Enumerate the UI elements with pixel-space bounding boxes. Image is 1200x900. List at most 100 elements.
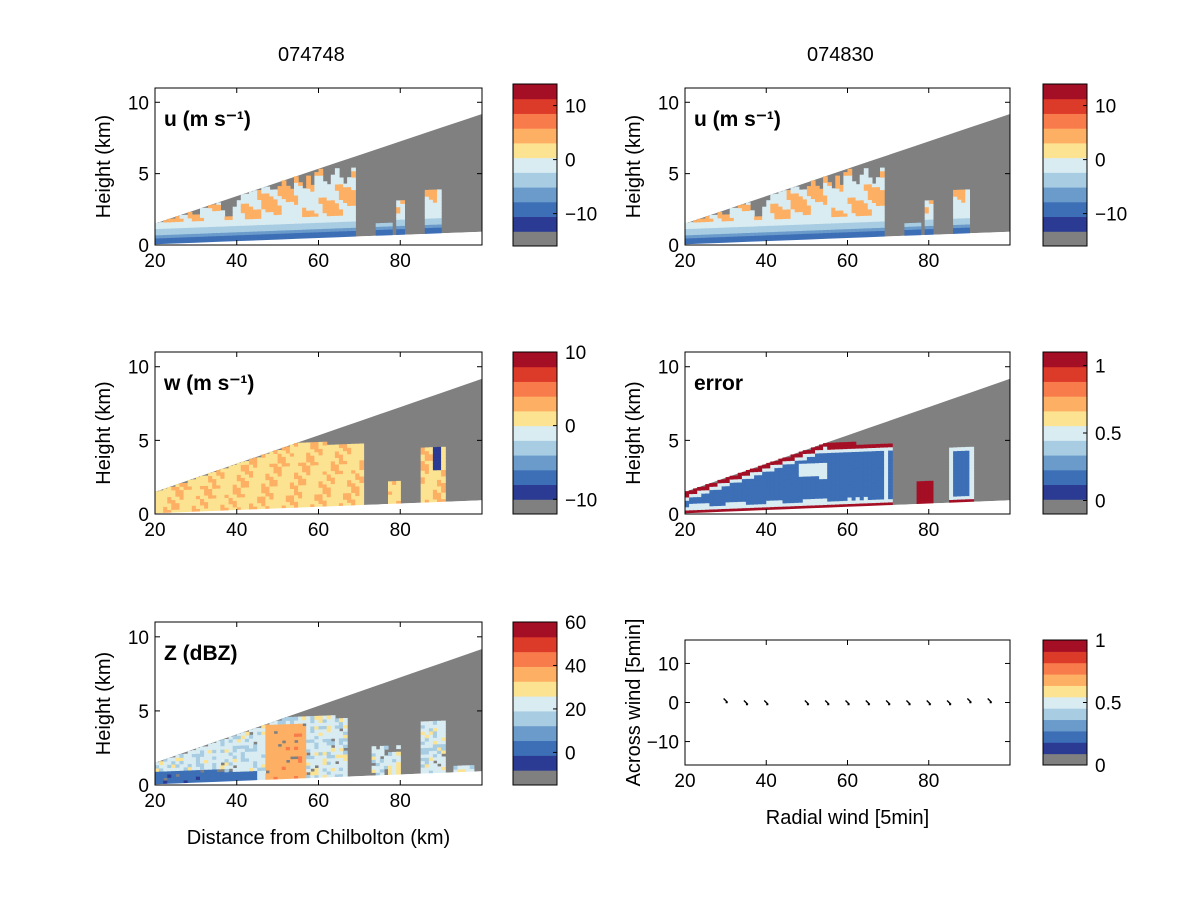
z-cell (298, 742, 303, 747)
e-cell (770, 470, 775, 475)
u-cell (240, 212, 246, 217)
u-cell (961, 199, 966, 203)
u-cell (273, 192, 279, 197)
w-cell (338, 444, 344, 449)
e-cell (770, 496, 775, 501)
w-cell (428, 476, 434, 481)
u-cell (855, 203, 861, 207)
colorbar-swatch-z-left (513, 666, 557, 682)
e-cell (953, 450, 958, 455)
u-cell (322, 225, 328, 229)
w-cell (318, 467, 324, 472)
z-cell (167, 770, 172, 775)
w-cell (294, 485, 299, 489)
e-cell (701, 506, 706, 510)
e-cell (709, 499, 715, 504)
u-cell (924, 228, 930, 233)
e-cell (859, 470, 865, 475)
e-cell (827, 494, 832, 499)
u-cell (725, 230, 731, 234)
w-cell (244, 503, 250, 507)
e-cell (949, 460, 954, 465)
w-cell (212, 481, 217, 486)
e-cell (961, 498, 966, 503)
e-cell (782, 460, 788, 465)
z-cell (236, 761, 242, 766)
u-cell (351, 170, 356, 175)
u-cell (232, 216, 238, 220)
z-cell (187, 769, 193, 774)
w-cell (265, 505, 271, 510)
u-cell (212, 223, 217, 227)
u-cell (774, 193, 780, 198)
w-cell (232, 464, 238, 469)
u-cell (191, 214, 197, 219)
w-cell (343, 453, 348, 458)
e-cell (819, 481, 824, 486)
z-cell (289, 746, 295, 751)
z-cell (334, 721, 340, 726)
w-cell (265, 476, 271, 481)
colorbar-frame-w-left (512, 351, 558, 515)
u-cell (867, 196, 873, 200)
x-tick-label-u-right: 40 (756, 251, 777, 272)
u-cell (322, 184, 328, 189)
z-cell (155, 764, 160, 769)
w-cell (334, 496, 340, 501)
e-cell (843, 455, 849, 459)
u-cell (806, 230, 812, 234)
u-cell (432, 214, 438, 219)
w-cell (249, 493, 254, 498)
e-cell (855, 470, 861, 475)
w-cell (322, 461, 328, 465)
z-cell (257, 744, 262, 749)
e-cell (762, 468, 767, 472)
z-cell (302, 739, 307, 744)
u-cell (318, 187, 324, 192)
e-cell (815, 472, 820, 477)
e-cell (859, 477, 865, 481)
w-cell (302, 497, 307, 502)
z-cell (269, 763, 275, 768)
e-cell (965, 453, 970, 458)
u-cell (244, 196, 250, 201)
u-cell (338, 218, 344, 222)
e-cell (810, 482, 816, 486)
z-cell (326, 754, 332, 759)
e-cell (920, 481, 926, 485)
e-cell (867, 444, 873, 449)
e-cell (847, 445, 853, 449)
w-cell (220, 507, 226, 512)
w-cell (428, 492, 434, 497)
u-cell (770, 209, 775, 214)
u-cell (347, 202, 352, 206)
w-cell (441, 488, 446, 493)
z-cell (240, 777, 246, 782)
colorbar-swatch-z-left (513, 636, 557, 653)
u-cell (318, 190, 324, 195)
w-cell (432, 486, 438, 490)
e-cell (965, 482, 970, 487)
w-cell (310, 471, 315, 476)
u-cell (815, 185, 820, 190)
w-cell (432, 469, 438, 474)
z-cell (261, 760, 266, 765)
z-cell (432, 750, 438, 755)
z-cell (244, 757, 250, 762)
y-tick-label-u-left: 10 (128, 93, 149, 114)
w-cell (265, 482, 271, 487)
z-cell (326, 770, 332, 775)
colorbar-swatch-u-right (1043, 201, 1087, 218)
e-cell (957, 473, 962, 477)
w-cell (314, 477, 320, 482)
e-cell (733, 478, 739, 483)
z-cell (281, 743, 287, 748)
z-cell (167, 780, 172, 785)
u-cell (855, 193, 861, 198)
u-cell (314, 200, 320, 205)
z-cell (343, 744, 348, 748)
e-cell (835, 491, 840, 495)
colorbar-tick-label-u-right: 10 (1095, 97, 1116, 118)
u-cell (855, 187, 861, 192)
u-cell (815, 207, 820, 212)
